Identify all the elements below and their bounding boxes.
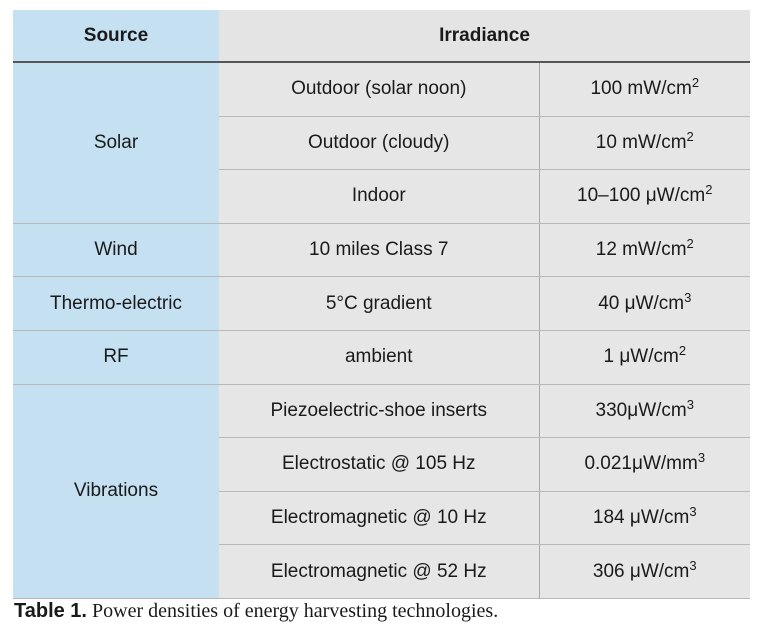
table-row: Wind 10 miles Class 7 12 mW/cm2 xyxy=(13,223,751,278)
source-cell-thermo-electric: Thermo-electric xyxy=(13,276,219,331)
power-density-table: Source Irradiance Solar Outdoor (solar n… xyxy=(13,10,751,599)
irradiance-value-cell: 10–100 μW/cm2 xyxy=(538,169,751,224)
condition-cell: Outdoor (cloudy) xyxy=(219,116,539,171)
condition-cell: Indoor xyxy=(219,169,539,224)
table-row: Vibrations Piezoelectric-shoe inserts 33… xyxy=(13,384,751,599)
irradiance-value-cell: 40 μW/cm3 xyxy=(538,276,751,331)
source-cell-rf: RF xyxy=(13,330,219,385)
condition-cell: Electrostatic @ 105 Hz xyxy=(219,437,539,492)
table-caption: Table 1. Power densities of energy harve… xyxy=(14,600,498,623)
condition-cell: Electromagnetic @ 10 Hz xyxy=(219,491,539,546)
condition-cell: 10 miles Class 7 xyxy=(219,223,539,278)
table-row: Indoor 10–100 μW/cm2 xyxy=(13,169,751,224)
condition-cell: Electromagnetic @ 52 Hz xyxy=(219,544,539,599)
source-cell-vibrations: Vibrations xyxy=(13,384,219,599)
table-row: RF ambient 1 μW/cm2 xyxy=(13,330,751,385)
irradiance-value-cell: 10 mW/cm2 xyxy=(538,116,751,171)
irradiance-value-cell: 100 mW/cm2 xyxy=(538,62,751,117)
irradiance-value-cell: 184 μW/cm3 xyxy=(538,491,751,546)
condition-cell: ambient xyxy=(219,330,539,385)
condition-cell: Outdoor (solar noon) xyxy=(219,62,539,117)
table-row: Outdoor (cloudy) 10 mW/cm2 xyxy=(13,116,751,171)
source-cell-wind: Wind xyxy=(13,223,219,278)
condition-cell: 5°C gradient xyxy=(219,276,539,331)
irradiance-value-cell: 330μW/cm3 xyxy=(538,384,751,439)
irradiance-value-cell: 12 mW/cm2 xyxy=(538,223,751,278)
irradiance-value-cell: 0.021μW/mm3 xyxy=(538,437,751,492)
irradiance-value-cell: 1 μW/cm2 xyxy=(538,330,751,385)
caption-label: Table 1. xyxy=(14,600,87,622)
caption-text: Power densities of energy harvesting tec… xyxy=(87,600,499,622)
source-column-header: Source xyxy=(13,10,219,63)
table-row: Thermo-electric 5°C gradient 40 μW/cm3 xyxy=(13,276,751,331)
condition-cell: Piezoelectric-shoe inserts xyxy=(219,384,539,439)
irradiance-value-cell: 306 μW/cm3 xyxy=(538,544,751,599)
source-cell-solar: Solar xyxy=(13,62,219,224)
table-row: Electrostatic @ 105 Hz 0.021μW/mm3 xyxy=(13,437,751,492)
table-row: Electromagnetic @ 52 Hz 306 μW/cm3 xyxy=(13,544,751,599)
table-header-row: Source Irradiance xyxy=(13,10,751,63)
power-density-table-container: Source Irradiance Solar Outdoor (solar n… xyxy=(13,10,751,599)
irradiance-column-header: Irradiance xyxy=(219,10,751,63)
table-row: Electromagnetic @ 10 Hz 184 μW/cm3 xyxy=(13,491,751,546)
table-row: Solar Outdoor (solar noon) 100 mW/cm2 xyxy=(13,62,751,224)
